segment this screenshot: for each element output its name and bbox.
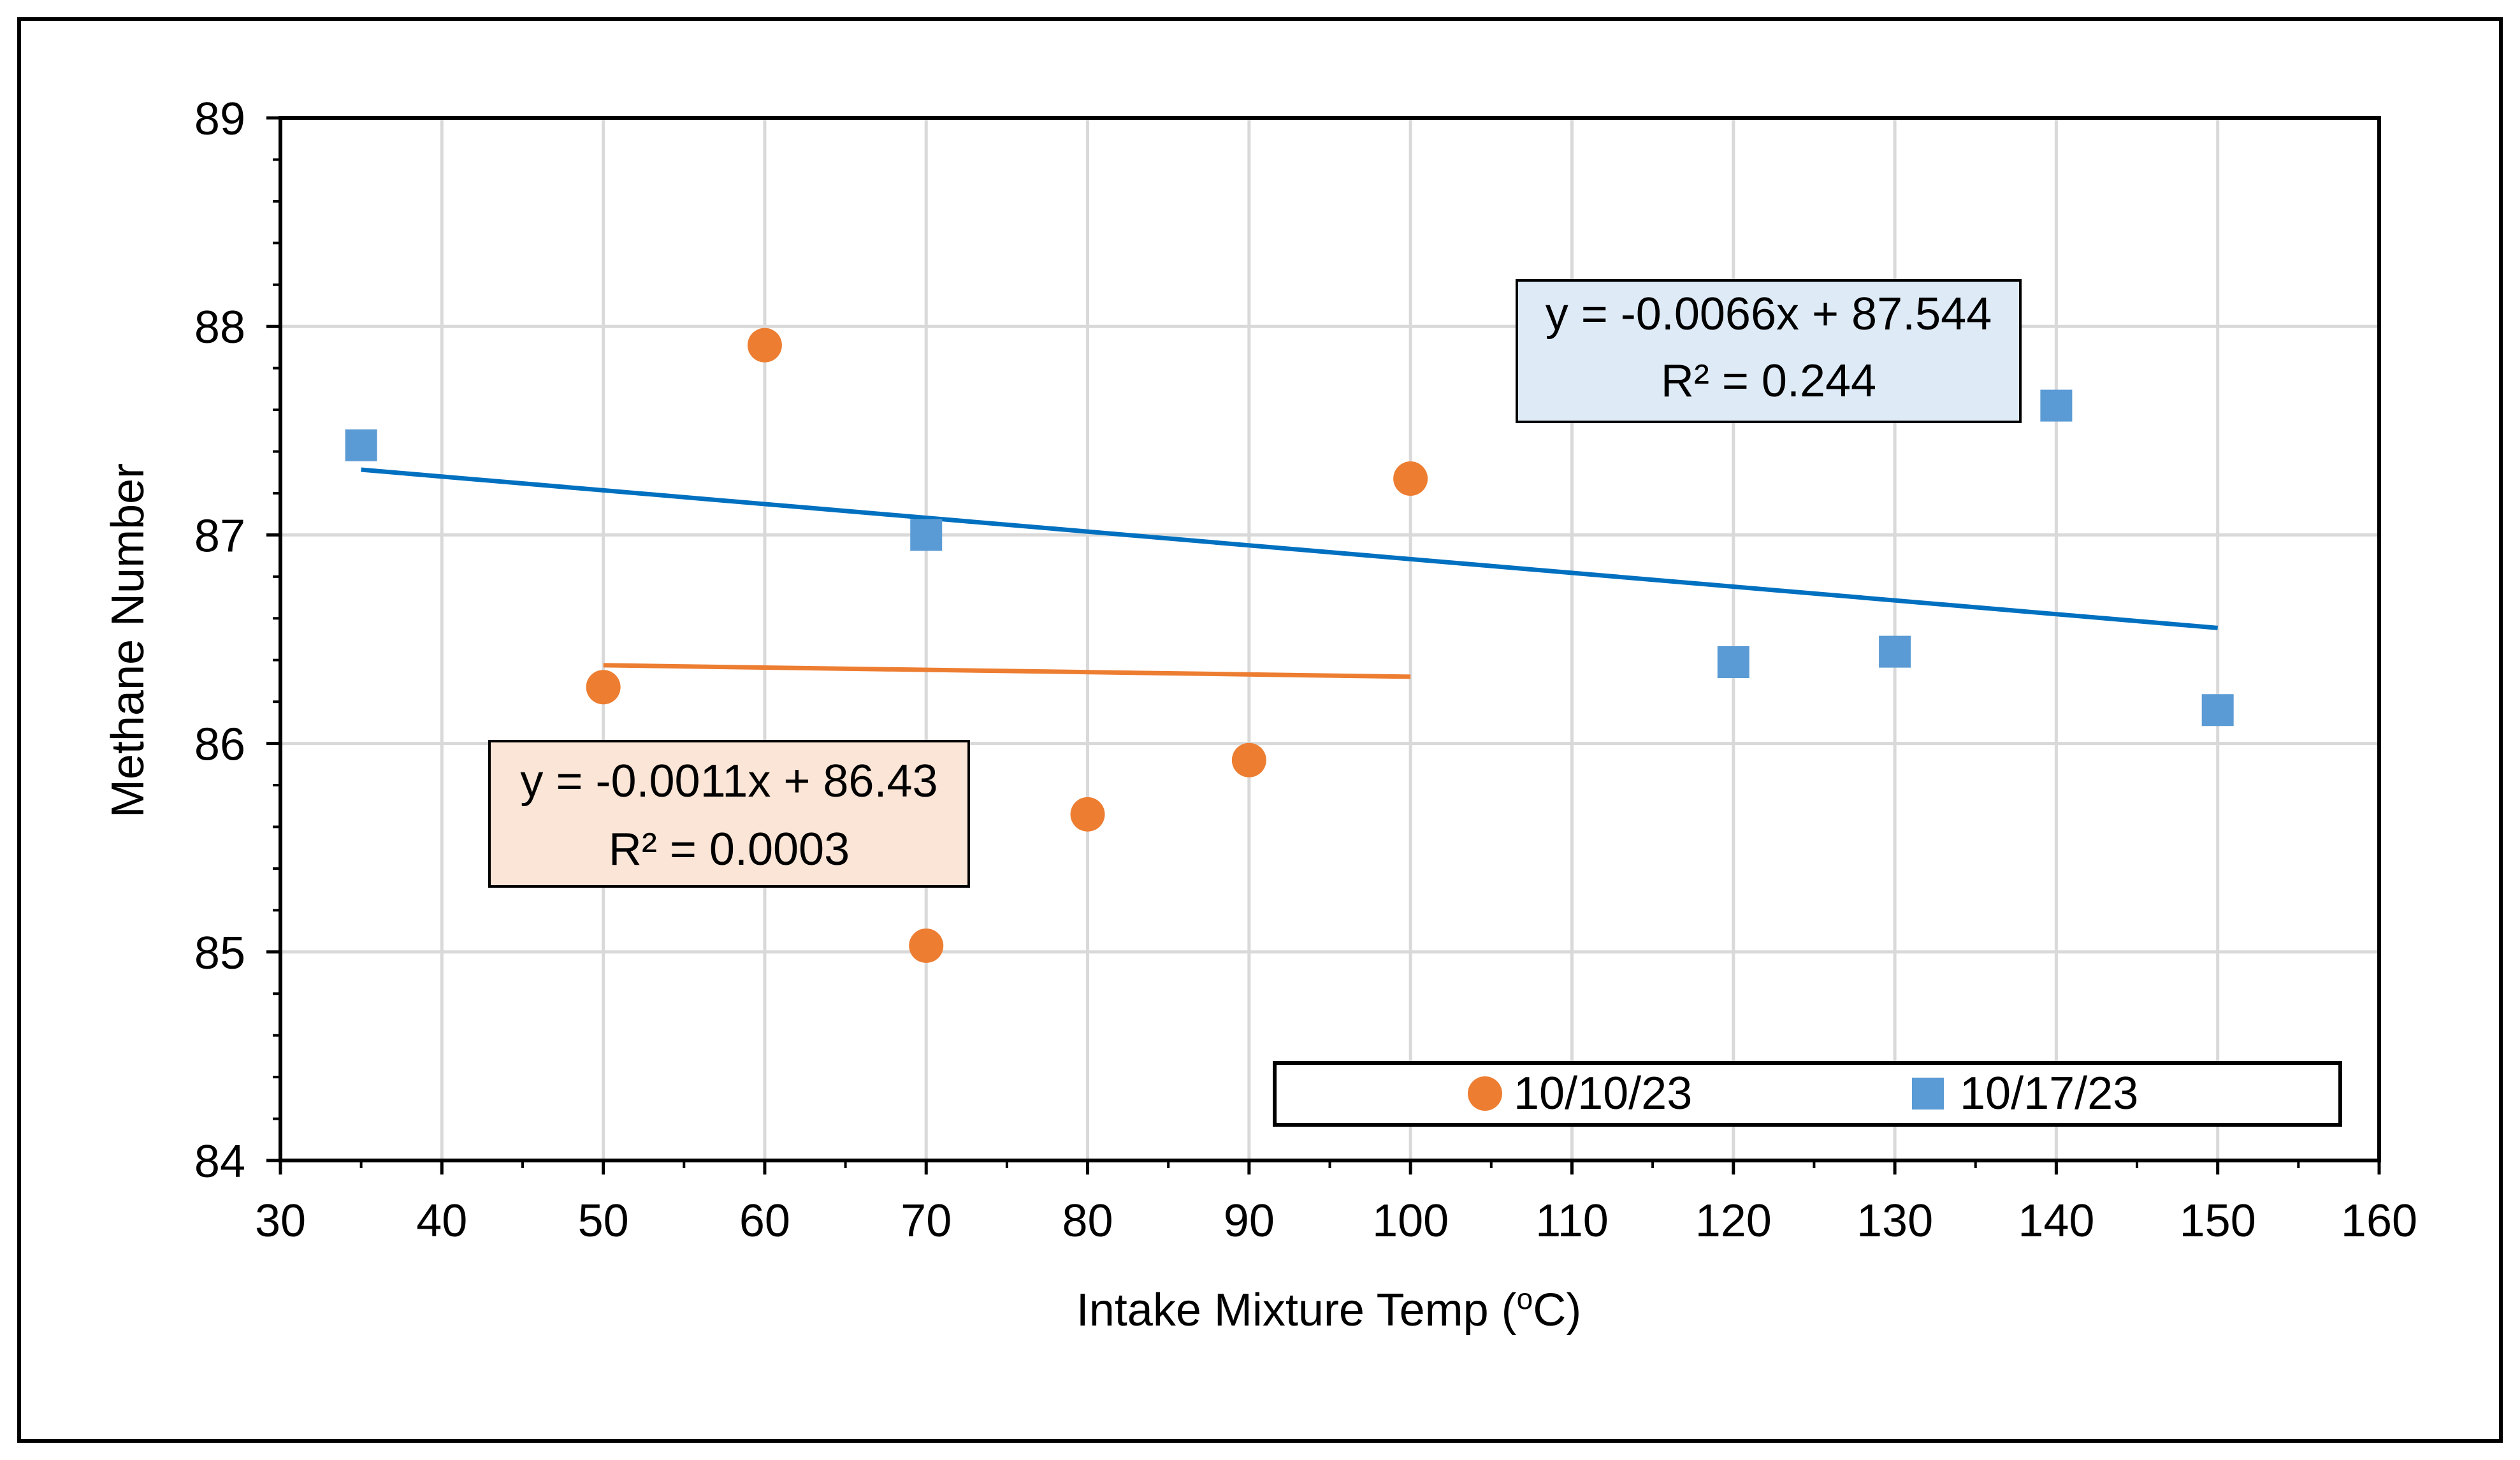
data-points <box>345 328 2234 963</box>
y-axis-title: Methane Number <box>103 463 154 818</box>
y-tick-label: 85 <box>194 928 245 979</box>
x-axis-title-tail: C) <box>1533 1285 1581 1336</box>
y-tick-labels: 84 85 86 87 88 89 <box>194 94 245 1187</box>
equation-box-10-17-23: y = -0.0066x + 87.544 R² = 0.244 <box>1516 279 2022 423</box>
y-tick-label: 86 <box>194 719 245 770</box>
point-10-17-23 <box>345 429 377 461</box>
x-axis-title-main: Intake Mixture Temp ( <box>1076 1285 1517 1336</box>
x-tick-label: 50 <box>578 1196 629 1247</box>
legend: 10/10/23 10/17/23 <box>1273 1061 2342 1127</box>
legend-marker-10-10-23 <box>1468 1076 1502 1111</box>
r-squared-10-10-23: R² = 0.0003 <box>609 824 850 875</box>
trendline-10-17-23 <box>361 467 2218 630</box>
legend-label-10-10-23: 10/10/23 <box>1514 1068 1692 1119</box>
x-tick-label: 30 <box>255 1196 306 1247</box>
point-10-10-23 <box>586 670 621 705</box>
x-tick-label: 140 <box>2018 1196 2094 1247</box>
x-tick-label: 130 <box>1857 1196 1933 1247</box>
point-10-17-23 <box>910 519 943 551</box>
point-10-10-23 <box>1231 742 1266 777</box>
x-tick-label: 70 <box>901 1196 952 1247</box>
chart-outer-frame <box>17 17 2503 1443</box>
equation-10-17-23: y = -0.0066x + 87.544 <box>1546 289 1992 340</box>
point-10-17-23 <box>2201 694 2234 726</box>
point-10-10-23 <box>747 328 782 363</box>
point-10-17-23 <box>1717 646 1749 678</box>
y-tick-label: 84 <box>194 1136 245 1187</box>
x-tick-labels: 30 40 50 60 70 80 90 100 110 120 130 140 150 160 <box>255 1196 2417 1247</box>
y-tick-label: 89 <box>194 94 245 145</box>
trendline-10-10-23 <box>603 663 1411 679</box>
point-10-10-23 <box>1070 797 1105 832</box>
x-tick-label: 120 <box>1695 1196 1772 1247</box>
y-tick-label: 88 <box>194 302 245 353</box>
equation-box-10-10-23: y = -0.0011x + 86.43 R² = 0.0003 <box>488 740 970 888</box>
legend-box <box>1273 1061 2342 1127</box>
r-squared-10-17-23: R² = 0.244 <box>1661 356 1876 407</box>
x-tick-label: 60 <box>739 1196 790 1247</box>
x-tick-label: 110 <box>1535 1196 1609 1247</box>
point-10-10-23 <box>909 928 944 963</box>
point-10-10-23 <box>1393 461 1428 496</box>
x-axis-title-sup: o <box>1517 1282 1533 1315</box>
x-tick-label: 160 <box>2341 1196 2417 1247</box>
x-tick-label: 150 <box>2180 1196 2256 1247</box>
x-axis-title: Intake Mixture Temp (oC) <box>1076 1282 1582 1336</box>
equation-box-10-10-23-bg <box>488 740 970 888</box>
y-tick-label: 87 <box>194 510 245 561</box>
x-tick-label: 90 <box>1224 1196 1275 1247</box>
axis-ticks <box>266 116 2381 1175</box>
equation-box-10-17-23-bg <box>1516 279 2022 423</box>
point-10-17-23 <box>1879 635 1911 668</box>
x-tick-label: 40 <box>416 1196 467 1247</box>
trendlines <box>361 467 2218 679</box>
x-tick-label: 80 <box>1062 1196 1113 1247</box>
equation-10-10-23: y = -0.0011x + 86.43 <box>520 756 938 807</box>
point-10-17-23 <box>2040 389 2073 422</box>
x-tick-label: 100 <box>1372 1196 1449 1247</box>
legend-label-10-17-23: 10/17/23 <box>1960 1068 2138 1119</box>
legend-marker-10-17-23 <box>1912 1078 1944 1109</box>
